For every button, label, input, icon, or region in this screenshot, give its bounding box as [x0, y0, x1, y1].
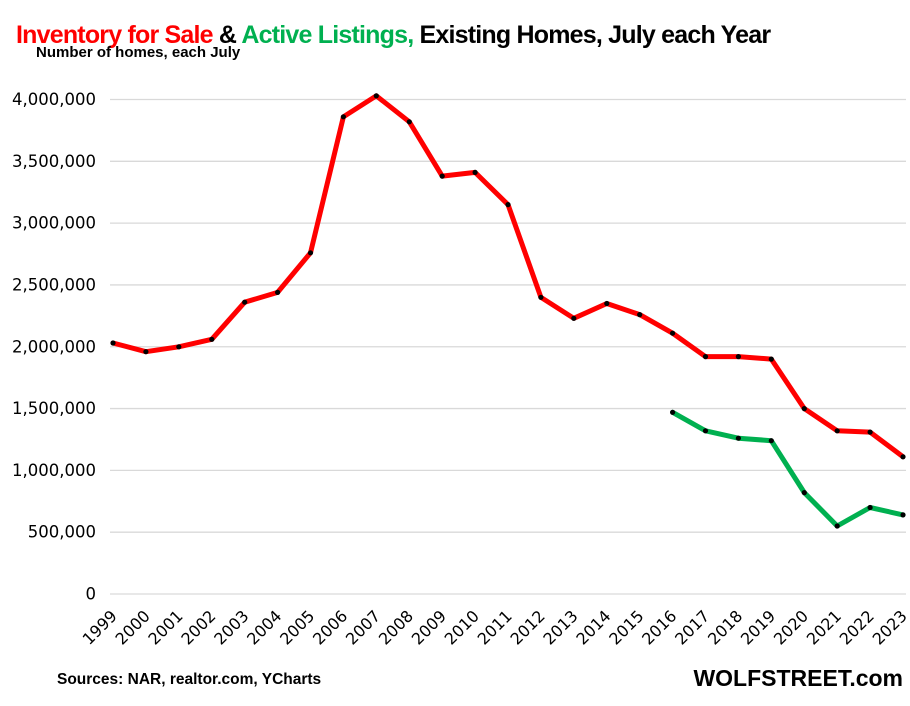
x-tick-label: 2003	[210, 606, 252, 648]
series-line-inventory-for-sale	[110, 93, 906, 460]
data-point-marker	[505, 202, 511, 208]
data-point-marker	[834, 523, 840, 529]
x-tick-label: 2023	[869, 606, 910, 648]
title-segment-inventory: Inventory for Sale	[16, 20, 219, 49]
title-segment-active-listings: Active Listings,	[241, 20, 420, 49]
x-tick-label: 2011	[474, 606, 516, 648]
data-point-marker	[110, 340, 116, 346]
data-point-marker	[801, 490, 807, 496]
y-tick-label: 3,000,000	[12, 214, 96, 233]
data-point-marker	[242, 299, 248, 305]
data-point-marker	[472, 169, 478, 175]
x-tick-label: 2010	[441, 606, 483, 648]
x-tick-label: 2018	[704, 606, 746, 648]
x-tick-label: 2009	[408, 606, 450, 648]
data-point-marker	[867, 504, 873, 511]
y-tick-label: 0	[86, 585, 97, 604]
series-line-active-listings	[670, 409, 906, 529]
data-point-marker	[735, 435, 742, 441]
y-tick-label: 1,000,000	[12, 461, 96, 480]
data-point-marker	[702, 428, 709, 434]
chart-subtitle: Number of homes, each July	[36, 44, 241, 61]
data-point-marker	[702, 354, 709, 360]
x-tick-label: 2006	[309, 606, 351, 648]
sources-note: Sources: NAR, realtor.com, YCharts	[57, 671, 322, 688]
x-tick-label: 2008	[375, 606, 417, 648]
x-tick-label: 2014	[572, 606, 614, 648]
data-point-marker	[275, 289, 281, 295]
data-point-marker	[735, 354, 742, 360]
x-tick-label: 2013	[539, 606, 581, 648]
y-tick-label: 500,000	[28, 523, 96, 542]
data-point-marker	[176, 344, 182, 350]
x-tick-label: 2004	[243, 606, 285, 648]
data-point-marker	[670, 330, 676, 336]
data-point-marker	[604, 300, 610, 307]
chart-title: Inventory for Sale & Active Listings, Ex…	[16, 20, 772, 50]
y-tick-label: 1,500,000	[12, 399, 96, 418]
x-tick-label: 2007	[342, 606, 384, 648]
data-point-marker	[538, 294, 544, 300]
y-tick-label: 3,500,000	[12, 152, 96, 171]
x-tick-label: 2021	[803, 606, 845, 648]
x-tick-label: 2017	[671, 606, 713, 648]
y-tick-label: 4,000,000	[12, 90, 96, 109]
data-point-marker	[670, 409, 676, 415]
wolfstreet-logo-text: WOLFSTREET.com	[693, 665, 903, 691]
x-tick-label: 2001	[144, 606, 186, 648]
x-tick-label: 2005	[276, 606, 318, 648]
x-tick-label: 2020	[770, 606, 812, 648]
data-point-marker	[406, 119, 412, 125]
data-point-marker	[900, 454, 906, 460]
x-tick-label: 1999	[79, 606, 121, 648]
x-tick-label: 2022	[836, 606, 878, 648]
data-point-marker	[571, 315, 577, 321]
data-point-marker	[801, 406, 807, 412]
data-point-marker	[307, 250, 314, 256]
y-tick-label: 2,500,000	[12, 275, 96, 294]
data-point-marker	[637, 312, 643, 318]
data-point-marker	[768, 438, 774, 444]
data-point-marker	[340, 114, 346, 120]
data-point-marker	[209, 336, 215, 342]
x-tick-label: 2015	[605, 606, 647, 648]
data-point-marker	[768, 356, 774, 362]
y-tick-label: 2,000,000	[12, 337, 96, 356]
data-point-marker	[143, 349, 149, 355]
data-point-marker	[900, 512, 906, 518]
x-tick-label: 2016	[638, 606, 680, 648]
data-point-marker	[439, 173, 445, 179]
x-tick-label: 2002	[177, 606, 219, 648]
data-point-marker	[834, 428, 840, 434]
x-tick-label: 2000	[112, 606, 154, 648]
x-tick-label: 2012	[507, 606, 549, 648]
data-point-marker	[867, 429, 873, 435]
x-tick-label: 2019	[737, 606, 779, 648]
data-point-marker	[373, 93, 379, 99]
title-segment-ampersand: &	[218, 20, 242, 49]
title-segment-existing-homes: Existing Homes, July each Year	[419, 20, 772, 49]
